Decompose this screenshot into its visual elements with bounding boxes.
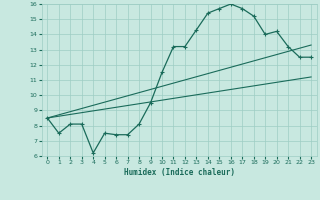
X-axis label: Humidex (Indice chaleur): Humidex (Indice chaleur) [124, 168, 235, 177]
